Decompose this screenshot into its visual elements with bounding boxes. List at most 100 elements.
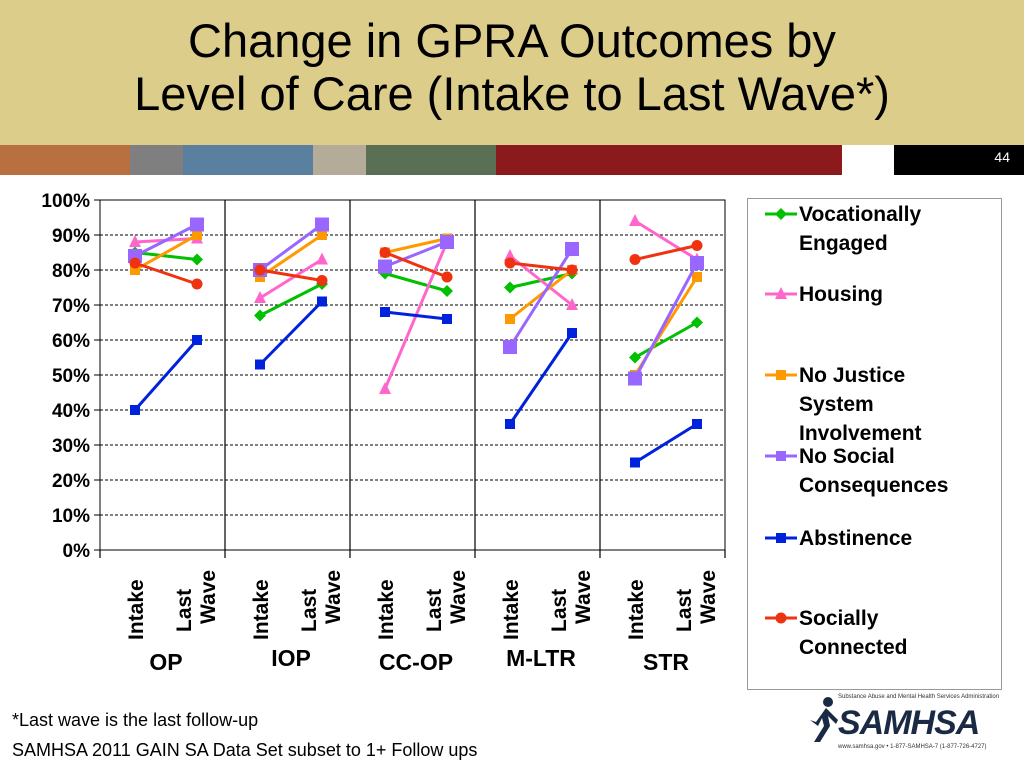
data-point-abstinence (380, 307, 390, 317)
legend-label-no-social-consequences: No Social Consequences (799, 445, 948, 497)
series-line-abstinence (508, 332, 574, 425)
data-point-socially-connected (191, 278, 203, 290)
slide-title: Change in GPRA Outcomes by Level of Care… (0, 14, 1024, 120)
data-point-no-social-consequences (378, 259, 392, 274)
y-tick-label: 70% (52, 296, 90, 317)
series-line-no-social-consequences (134, 223, 198, 258)
data-point-abstinence (630, 457, 640, 468)
data-point-socially-connected (441, 271, 453, 283)
data-point-no-justice-system-involvement (130, 265, 140, 275)
title-band (0, 0, 1024, 145)
legend-marker-no-social-consequences (776, 451, 786, 461)
data-point-vocationally-engaged (254, 309, 266, 322)
data-point-no-social-consequences (628, 371, 642, 386)
data-point-socially-connected (504, 257, 516, 269)
series-line-no-justice-system-involvement (384, 237, 448, 254)
series-line-no-justice-system-involvement (259, 233, 323, 279)
legend-marker-abstinence (776, 533, 786, 543)
x-tick-label-intake: Intake (125, 579, 148, 640)
series-line-housing (634, 219, 698, 261)
x-tick-label-last-wave: LastWave (173, 570, 220, 632)
data-point-abstinence (567, 328, 577, 338)
y-tick-label: 50% (52, 366, 90, 387)
color-segment (366, 145, 496, 175)
legend-label-no-justice-system-involvement: No Justice System Involvement (799, 364, 922, 445)
series-line-no-social-consequences (633, 262, 699, 380)
group-label: IOP (271, 645, 311, 671)
data-point-abstinence (130, 405, 140, 415)
legend-marker-housing (775, 287, 787, 299)
series-line-socially-connected (509, 261, 573, 272)
series-line-no-social-consequences (508, 248, 574, 348)
data-point-vocationally-engaged (441, 285, 453, 297)
title-line-1: Change in GPRA Outcomes by (188, 14, 836, 67)
series-line-no-justice-system-involvement (134, 233, 198, 272)
color-segment: 44 (894, 145, 1024, 175)
y-tick-label: 40% (52, 401, 90, 422)
color-segment (842, 145, 894, 175)
data-point-abstinence (317, 296, 327, 307)
y-tick-label: 60% (52, 331, 90, 352)
data-point-abstinence (255, 359, 265, 370)
data-point-housing (629, 214, 641, 226)
series-line-abstinence (384, 310, 448, 321)
data-point-no-social-consequences (315, 217, 329, 232)
y-tick-label: 90% (52, 226, 90, 247)
logo-tagline: Substance Abuse and Mental Health Servic… (838, 694, 1000, 700)
group-label: CC-OP (379, 649, 453, 675)
y-tick-label: 10% (52, 506, 90, 527)
data-point-housing (316, 252, 328, 265)
series-line-no-social-consequences (384, 240, 448, 268)
x-tick-label-last-wave: LastWave (548, 570, 595, 632)
group-label: OP (149, 649, 182, 675)
data-point-no-social-consequences (190, 217, 204, 232)
legend-items: Vocationally Engaged Housing No Justice Syst… (765, 203, 948, 659)
data-point-no-justice-system-involvement (692, 272, 702, 282)
data-point-vocationally-engaged (691, 316, 703, 329)
data-point-no-justice-system-involvement (192, 230, 202, 240)
series-line-housing (259, 258, 323, 300)
data-point-socially-connected (129, 257, 141, 269)
data-point-vocationally-engaged (504, 281, 516, 294)
data-point-no-justice-system-involvement (505, 314, 515, 324)
data-point-abstinence (192, 335, 202, 345)
line-chart: 0% 10% 20% 30% 40% 50% 60% 70% 80% 90% 100% Intake L… (41, 191, 726, 675)
series-line-socially-connected (384, 251, 448, 279)
decorative-color-bar: 44 (0, 145, 1024, 175)
x-tick-label-intake: Intake (250, 579, 273, 640)
slide-number: 44 (994, 149, 1010, 165)
x-tick-label-intake: Intake (375, 579, 398, 640)
series-line-socially-connected (259, 268, 323, 282)
series-line-vocationally-engaged (259, 282, 323, 317)
legend-label-socially-connected: Socially Connected (799, 607, 908, 659)
data-point-socially-connected (566, 264, 578, 276)
series-line-socially-connected (634, 244, 698, 261)
series-line-vocationally-engaged (634, 321, 698, 359)
samhsa-logo: Substance Abuse and Mental Health Servic… (808, 690, 1008, 760)
legend-marker-vocationally-engaged (775, 208, 787, 220)
logo-contact: www.samhsa.gov • 1-877-SAMHSA-7 (1-877-7… (838, 744, 987, 750)
x-tick-label-intake: Intake (625, 579, 648, 640)
series-line-vocationally-engaged (384, 272, 448, 293)
running-figure-icon (810, 697, 838, 742)
data-point-socially-connected (379, 247, 391, 258)
data-point-no-justice-system-involvement (317, 230, 327, 240)
color-segment (313, 145, 366, 175)
title-line-2: Level of Care (Intake to Last Wave*) (134, 67, 890, 120)
series-line-vocationally-engaged (134, 251, 198, 261)
group-label: STR (643, 649, 689, 675)
x-tick-label-last-wave: LastWave (673, 570, 720, 632)
data-point-abstinence (692, 419, 702, 429)
data-point-abstinence (442, 314, 452, 324)
data-point-housing (566, 298, 578, 310)
data-point-socially-connected (254, 264, 266, 276)
legend-marker-no-justice-system-involvement (776, 370, 786, 380)
color-segment (496, 145, 842, 175)
data-point-housing (504, 249, 516, 261)
color-segment (130, 145, 183, 175)
color-segment (183, 145, 313, 175)
data-point-vocationally-engaged (191, 253, 203, 266)
series-line-abstinence (258, 300, 324, 366)
data-point-socially-connected (629, 254, 641, 265)
data-point-abstinence (505, 419, 515, 429)
